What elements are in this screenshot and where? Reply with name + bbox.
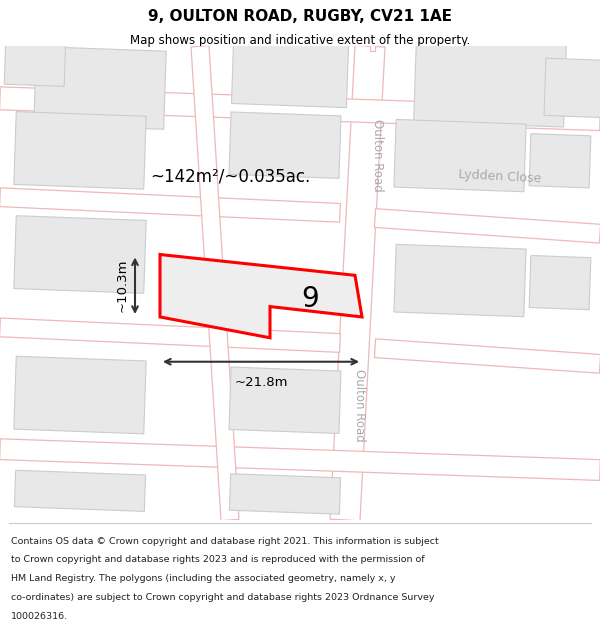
- Polygon shape: [14, 216, 146, 293]
- Text: ~10.3m: ~10.3m: [116, 259, 129, 312]
- Text: ~21.8m: ~21.8m: [234, 376, 288, 389]
- Text: ~142m²/~0.035ac.: ~142m²/~0.035ac.: [150, 168, 310, 186]
- Polygon shape: [191, 46, 239, 521]
- Polygon shape: [229, 112, 341, 178]
- Text: Contains OS data © Crown copyright and database right 2021. This information is : Contains OS data © Crown copyright and d…: [11, 537, 439, 546]
- Polygon shape: [374, 339, 600, 373]
- Polygon shape: [229, 474, 341, 514]
- Text: Map shows position and indicative extent of the property.: Map shows position and indicative extent…: [130, 34, 470, 48]
- Text: 9: 9: [301, 285, 319, 313]
- Polygon shape: [34, 46, 166, 129]
- Text: HM Land Registry. The polygons (including the associated geometry, namely x, y: HM Land Registry. The polygons (includin…: [11, 574, 395, 583]
- Text: co-ordinates) are subject to Crown copyright and database rights 2023 Ordnance S: co-ordinates) are subject to Crown copyr…: [11, 593, 434, 602]
- Polygon shape: [370, 41, 375, 51]
- Text: 9, OULTON ROAD, RUGBY, CV21 1AE: 9, OULTON ROAD, RUGBY, CV21 1AE: [148, 9, 452, 24]
- Text: to Crown copyright and database rights 2023 and is reproduced with the permissio: to Crown copyright and database rights 2…: [11, 556, 424, 564]
- Polygon shape: [529, 134, 591, 188]
- Polygon shape: [0, 87, 600, 131]
- Polygon shape: [394, 119, 526, 192]
- Polygon shape: [4, 38, 66, 86]
- Polygon shape: [0, 188, 340, 222]
- Polygon shape: [330, 46, 385, 521]
- Text: 100026316.: 100026316.: [11, 611, 68, 621]
- Polygon shape: [232, 41, 349, 107]
- Polygon shape: [229, 367, 341, 434]
- Polygon shape: [413, 38, 566, 127]
- Polygon shape: [394, 244, 526, 317]
- Polygon shape: [160, 254, 362, 338]
- Text: Lydden Close: Lydden Close: [458, 168, 542, 185]
- Text: Oulton Road: Oulton Road: [353, 369, 367, 442]
- Text: Oulton Road: Oulton Road: [371, 119, 385, 192]
- Polygon shape: [14, 470, 146, 511]
- Polygon shape: [0, 439, 600, 481]
- Polygon shape: [0, 318, 340, 352]
- Polygon shape: [374, 209, 600, 243]
- Polygon shape: [529, 256, 591, 310]
- Polygon shape: [14, 356, 146, 434]
- Polygon shape: [14, 112, 146, 189]
- Polygon shape: [544, 58, 600, 118]
